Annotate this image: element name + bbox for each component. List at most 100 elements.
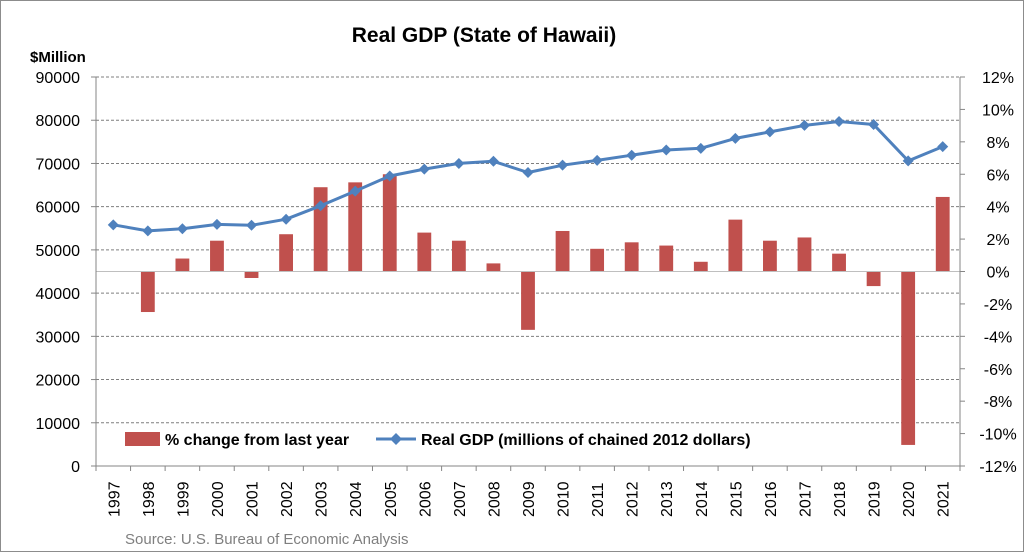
x-axis-ticks: 1997 1998 1999 2000 2001 2002 2003 2004 2005 2006… — [95, 466, 961, 517]
bar-2019 — [866, 271, 881, 287]
right-tick-label: -12% — [979, 459, 1016, 476]
legend: % change from last year Real GDP (millio… — [125, 432, 751, 449]
x-tick-label: 2011 — [590, 482, 607, 517]
left-axis-label: $Million — [30, 49, 86, 66]
x-tick-label: 2020 — [901, 481, 918, 517]
x-tick-label: 2007 — [452, 481, 469, 517]
x-tick-label: 2005 — [383, 481, 400, 517]
bar-2018 — [832, 253, 846, 272]
x-tick-label: 2018 — [832, 481, 849, 517]
gdp-marker-1999 — [176, 223, 188, 235]
left-tick-label: 90000 — [36, 70, 81, 87]
gdp-marker-2001 — [246, 219, 258, 231]
bar-2004 — [348, 182, 363, 272]
x-tick-label: 2017 — [797, 481, 814, 517]
right-tick-label: -2% — [984, 297, 1012, 314]
gdp-marker-2019 — [868, 119, 880, 131]
gdp-marker-2017 — [798, 119, 810, 131]
gdp-marker-2010 — [557, 159, 569, 171]
x-tick-label: 2002 — [279, 481, 296, 517]
bar-2011 — [590, 248, 605, 272]
x-tick-label: 1998 — [141, 481, 158, 517]
gdp-marker-2014 — [695, 142, 707, 154]
bar-2009 — [521, 271, 535, 330]
bar-2012 — [624, 242, 639, 272]
gdp-marker-2006 — [418, 163, 430, 175]
right-tick-label: 2% — [986, 232, 1009, 249]
gdp-marker-2013 — [660, 144, 672, 156]
bar-series — [140, 174, 950, 445]
legend-bar-swatch — [125, 432, 160, 446]
x-tick-label: 2000 — [210, 481, 227, 517]
x-tick-label: 2019 — [867, 481, 884, 517]
x-tick-label: 2003 — [314, 481, 331, 517]
chart-title: Real GDP (State of Hawaii) — [352, 24, 617, 47]
gridlines — [96, 76, 960, 424]
bar-2003 — [313, 187, 328, 272]
left-tick-label: 10000 — [36, 416, 81, 433]
bar-2006 — [417, 232, 432, 272]
bar-2016 — [763, 240, 777, 272]
left-axis-ticks: 0 10000 20000 30000 40000 50000 60000 70000 8000… — [36, 70, 96, 476]
bar-2015 — [728, 219, 743, 272]
source-note: Source: U.S. Bureau of Economic Analysis — [125, 531, 408, 548]
gdp-marker-2002 — [280, 213, 292, 225]
right-axis-ticks: -12% -10% -8% -6% -4% -2% 0% 2% 4% 6% 8% 10% 12% — [960, 70, 1017, 476]
gdp-marker-2004 — [349, 185, 361, 197]
x-tick-label: 2013 — [659, 481, 676, 517]
bar-2008 — [486, 263, 501, 272]
legend-line-marker — [390, 433, 402, 445]
right-tick-label: 8% — [986, 135, 1009, 152]
gdp-marker-2015 — [729, 132, 741, 144]
bar-2005 — [382, 174, 397, 272]
bar-2001 — [244, 271, 259, 278]
x-tick-label: 2014 — [694, 481, 711, 517]
gdp-marker-2012 — [626, 149, 638, 161]
gdp-marker-2000 — [211, 218, 223, 230]
left-tick-label: 80000 — [36, 113, 81, 130]
bar-2020 — [901, 271, 916, 445]
x-tick-label: 2016 — [763, 481, 780, 517]
legend-line-label: Real GDP (millions of chained 2012 dolla… — [421, 432, 751, 449]
right-tick-label: -8% — [984, 394, 1012, 411]
gdp-marker-2008 — [487, 155, 499, 167]
gdp-marker-1998 — [142, 225, 154, 237]
bar-2017 — [797, 237, 812, 272]
right-tick-label: 6% — [986, 167, 1009, 184]
right-tick-label: -6% — [984, 362, 1012, 379]
bar-2000 — [210, 240, 224, 272]
bar-2013 — [659, 245, 674, 272]
right-tick-label: 10% — [982, 102, 1014, 119]
gdp-marker-2009 — [522, 167, 534, 179]
x-tick-label: 2009 — [521, 481, 538, 517]
x-tick-label: 2021 — [936, 481, 953, 517]
gdp-marker-2007 — [453, 157, 465, 169]
x-tick-label: 2004 — [348, 481, 365, 517]
left-tick-label: 20000 — [36, 373, 81, 390]
line-series — [107, 116, 949, 237]
right-tick-label: -4% — [984, 329, 1012, 346]
bar-1999 — [175, 258, 190, 272]
gdp-marker-2005 — [384, 170, 396, 182]
left-tick-label: 70000 — [36, 156, 81, 173]
gdp-marker-2011 — [591, 154, 603, 166]
right-tick-label: 0% — [986, 265, 1009, 282]
bar-2010 — [555, 230, 570, 272]
legend-bar-label: % change from last year — [165, 432, 349, 449]
gdp-marker-2016 — [764, 126, 776, 138]
right-tick-label: 12% — [982, 70, 1014, 87]
left-tick-label: 60000 — [36, 200, 81, 217]
left-tick-label: 40000 — [36, 286, 81, 303]
right-tick-label: -10% — [979, 427, 1016, 444]
x-tick-label: 2012 — [625, 481, 642, 517]
x-tick-label: 1999 — [175, 481, 192, 517]
gdp-marker-2020 — [902, 155, 914, 167]
x-tick-label: 2010 — [556, 481, 573, 517]
left-tick-label: 0 — [71, 459, 80, 476]
gdp-marker-2003 — [315, 200, 327, 212]
x-tick-label: 1997 — [106, 481, 123, 517]
right-tick-label: 4% — [986, 200, 1009, 217]
gdp-marker-2021 — [937, 141, 949, 153]
bar-2014 — [693, 261, 708, 272]
